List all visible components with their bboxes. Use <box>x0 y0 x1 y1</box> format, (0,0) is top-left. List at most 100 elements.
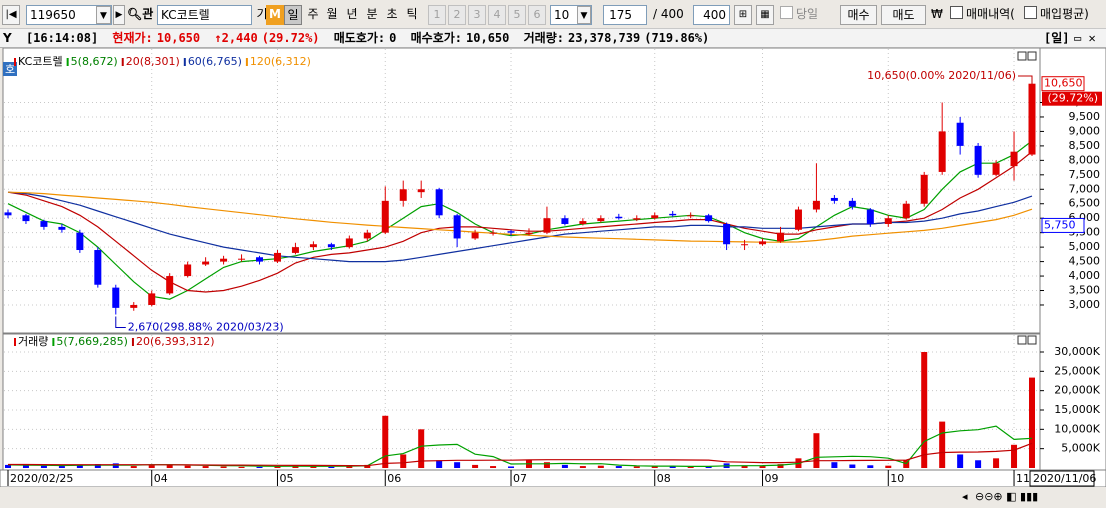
volume-bar <box>5 464 11 468</box>
sell-button[interactable]: 매도 <box>881 5 926 25</box>
period-button[interactable]: 월 <box>326 7 338 21</box>
bid: 10,650 <box>466 31 510 45</box>
volume-bar <box>454 462 461 468</box>
candle-body <box>794 209 802 230</box>
trades-check[interactable]: 매매내역( <box>950 5 1015 25</box>
candle-body <box>830 197 838 201</box>
won-icon[interactable]: ₩ <box>931 7 943 21</box>
candle-body <box>651 215 659 219</box>
legend-entry: 60(6,765) <box>188 55 242 68</box>
candle-body <box>417 189 425 193</box>
candle-body <box>471 232 479 239</box>
search-button[interactable]: 🔍︎관 <box>127 7 154 21</box>
annotation-arrow <box>1018 75 1033 84</box>
number-button[interactable]: 4 <box>488 5 506 25</box>
volume-bar <box>310 466 317 468</box>
buy-button[interactable]: 매수 <box>840 5 877 25</box>
change-tag <box>1042 91 1102 106</box>
candle-body <box>309 244 317 248</box>
period-button[interactable]: M <box>266 5 284 25</box>
x-tick-label: 06 <box>387 472 401 485</box>
y-tick-label: 5,000K <box>1061 442 1100 455</box>
volume-bar <box>705 466 712 468</box>
number-button[interactable]: 6 <box>528 5 546 25</box>
period-button[interactable]: 틱 <box>406 7 418 21</box>
period-button[interactable]: 분 <box>366 7 378 21</box>
volume-bar <box>651 466 658 468</box>
candle-body <box>345 238 353 248</box>
candle-body <box>202 261 210 265</box>
period-dropdown[interactable]: ▼ <box>577 6 591 24</box>
period-button[interactable]: 기 <box>256 7 268 21</box>
volume-bar <box>94 464 101 468</box>
candle-body <box>543 218 551 233</box>
volume-bar <box>975 460 982 468</box>
window-buttons[interactable]: ▭ ✕ <box>1074 31 1096 45</box>
legend-entry: 120(6,312) <box>250 55 311 68</box>
number-button[interactable]: 3 <box>468 5 486 25</box>
pane-button[interactable] <box>1027 335 1037 345</box>
bid-label: 매수호가: <box>410 31 463 45</box>
time: [16:14:08] <box>25 31 99 45</box>
pane-button[interactable] <box>1017 51 1027 61</box>
volume-bar <box>561 464 568 468</box>
legend-title: 거래량 <box>18 335 48 348</box>
candle-body <box>220 258 228 262</box>
period-button[interactable]: 초 <box>386 7 398 21</box>
pane-button[interactable] <box>1017 335 1027 345</box>
name-input[interactable]: KC코트렐 <box>157 5 252 25</box>
first-button[interactable]: |◀ <box>2 5 20 25</box>
calendar-button[interactable]: ▦ <box>756 5 774 25</box>
candle-body <box>974 145 982 175</box>
candle-body <box>58 226 66 230</box>
period-button[interactable]: 일 <box>284 5 302 25</box>
add-button[interactable]: ⊞ <box>734 5 752 25</box>
period-button[interactable]: 주 <box>307 7 319 21</box>
number-button[interactable]: 1 <box>428 5 446 25</box>
y-tick-label: 25,000K <box>1054 364 1100 377</box>
candle-body <box>273 252 281 262</box>
pane-button[interactable] <box>1027 51 1037 61</box>
code-dropdown[interactable]: ▼ <box>96 6 111 24</box>
candle-body <box>40 221 48 227</box>
candle-body <box>381 200 389 233</box>
volume-bar <box>202 466 209 468</box>
change-pct: (29.72%) <box>261 31 320 45</box>
code-input[interactable]: 119650 <box>26 5 112 25</box>
volume-bar <box>579 466 586 468</box>
x-tick-label: 2020/11/06 <box>1033 472 1096 485</box>
candle-body <box>705 215 713 222</box>
today-check[interactable]: 당일 <box>780 5 818 25</box>
x-tick-label: 11 <box>1016 472 1030 485</box>
volume-bar <box>364 464 371 468</box>
candle-body <box>363 232 371 239</box>
avg-check[interactable]: 매입평균) <box>1024 5 1089 25</box>
legend-marker <box>131 338 134 346</box>
volume-bar <box>741 465 748 468</box>
count-input[interactable]: 175 <box>603 5 647 25</box>
candle-body <box>238 258 246 260</box>
legend-entry: 5(8,672) <box>71 55 118 68</box>
volume-bar <box>238 466 245 468</box>
volume-bar <box>939 421 946 468</box>
annotation: 2,670(298.88% 2020/03/23) <box>128 321 284 334</box>
volume-bar <box>831 462 838 468</box>
count2-input[interactable]: 400 <box>693 5 730 25</box>
ma-line <box>8 442 1033 467</box>
ask-label: 매도호가: <box>333 31 386 45</box>
volume-bar <box>615 466 622 468</box>
scroll-left[interactable]: ◂ <box>962 490 968 503</box>
volume: 23,378,739 <box>567 31 641 45</box>
volume-bar <box>436 460 443 468</box>
number-button[interactable]: 2 <box>448 5 466 25</box>
number-button[interactable]: 5 <box>508 5 526 25</box>
trades-label: 매매내역( <box>966 7 1015 21</box>
period-indicator[interactable]: [일] <box>1044 31 1070 45</box>
next-button[interactable]: ▶ <box>113 5 125 25</box>
candle-body <box>866 209 874 224</box>
price: 10,650 <box>156 31 201 45</box>
volume-bar <box>1011 444 1018 468</box>
volume-label: 거래량: <box>523 31 564 45</box>
period-button[interactable]: 년 <box>346 7 358 21</box>
zoom-controls[interactable]: ⊖⊝⊕ ◧ ▮▮▮ <box>975 490 1038 503</box>
